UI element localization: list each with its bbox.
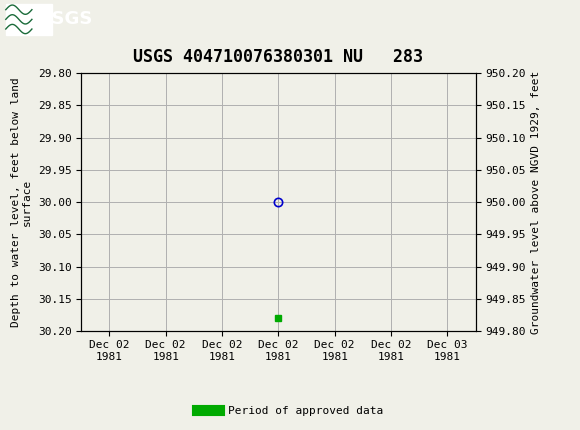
Legend: Period of approved data: Period of approved data <box>193 401 387 420</box>
Text: USGS: USGS <box>38 10 93 28</box>
FancyBboxPatch shape <box>6 4 52 35</box>
Y-axis label: Groundwater level above NGVD 1929, feet: Groundwater level above NGVD 1929, feet <box>531 71 541 334</box>
Y-axis label: Depth to water level, feet below land
surface: Depth to water level, feet below land su… <box>10 77 32 327</box>
Title: USGS 404710076380301 NU   283: USGS 404710076380301 NU 283 <box>133 48 423 66</box>
